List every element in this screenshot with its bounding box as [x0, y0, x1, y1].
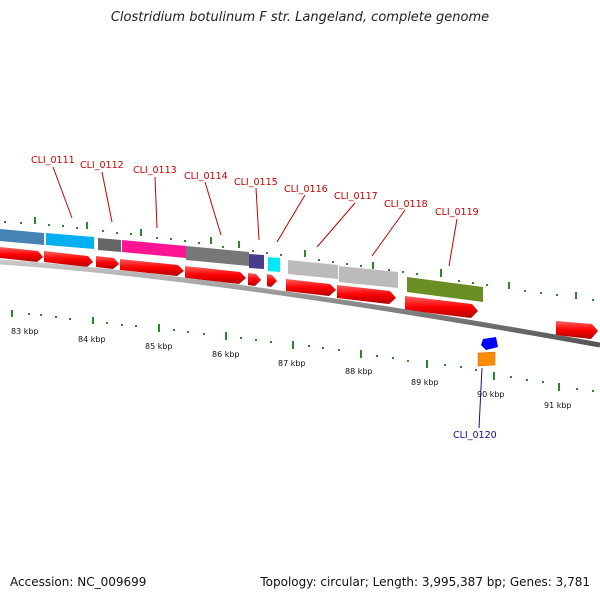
gene-label: CLI_0112 — [80, 160, 124, 171]
outer-tick-ring — [4, 217, 594, 301]
kbp-label: 84 kbp — [78, 335, 106, 344]
kbp-labels: 83 kbp 84 kbp 85 kbp 86 kbp 87 kbp 88 kb… — [11, 327, 572, 410]
kbp-label: 90 kbp — [477, 390, 505, 399]
gene-label-leader-below — [478, 367, 483, 429]
kbp-label: 87 kbp — [278, 359, 306, 368]
kbp-label: 88 kbp — [345, 367, 373, 376]
genome-backbone — [0, 259, 600, 348]
inner-tick-ring — [11, 310, 594, 392]
gene-label: CLI_0119 — [435, 207, 479, 218]
gene-blocks-upper — [0, 229, 483, 302]
gene-label-leaders — [52, 166, 458, 267]
genome-summary-text: Topology: circular; Length: 3,995,387 bp… — [260, 575, 590, 589]
gene-label: CLI_0116 — [284, 184, 328, 195]
gene-label: CLI_0115 — [234, 177, 278, 188]
gene-label: CLI_0117 — [334, 191, 378, 202]
kbp-label: 86 kbp — [212, 350, 240, 359]
map-title: Clostridium botulinum F str. Langeland, … — [110, 10, 490, 25]
gene-label: CLI_0111 — [31, 155, 75, 166]
kbp-label: 89 kbp — [411, 378, 439, 387]
kbp-label: 85 kbp — [145, 342, 173, 351]
orange-feature — [477, 351, 496, 367]
gene-label: CLI_0113 — [133, 165, 177, 176]
kbp-label: 83 kbp — [11, 327, 39, 336]
gene-label: CLI_0114 — [184, 171, 228, 182]
gene-labels: CLI_0111 CLI_0112 CLI_0113 CLI_0114 CLI_… — [31, 155, 497, 441]
blue-feature — [481, 337, 498, 350]
gene-label-below: CLI_0120 — [453, 430, 497, 441]
cds-arrows — [0, 247, 598, 339]
accession-text: Accession: NC_009699 — [10, 575, 147, 589]
kbp-label: 91 kbp — [544, 401, 572, 410]
gene-label: CLI_0118 — [384, 199, 428, 210]
